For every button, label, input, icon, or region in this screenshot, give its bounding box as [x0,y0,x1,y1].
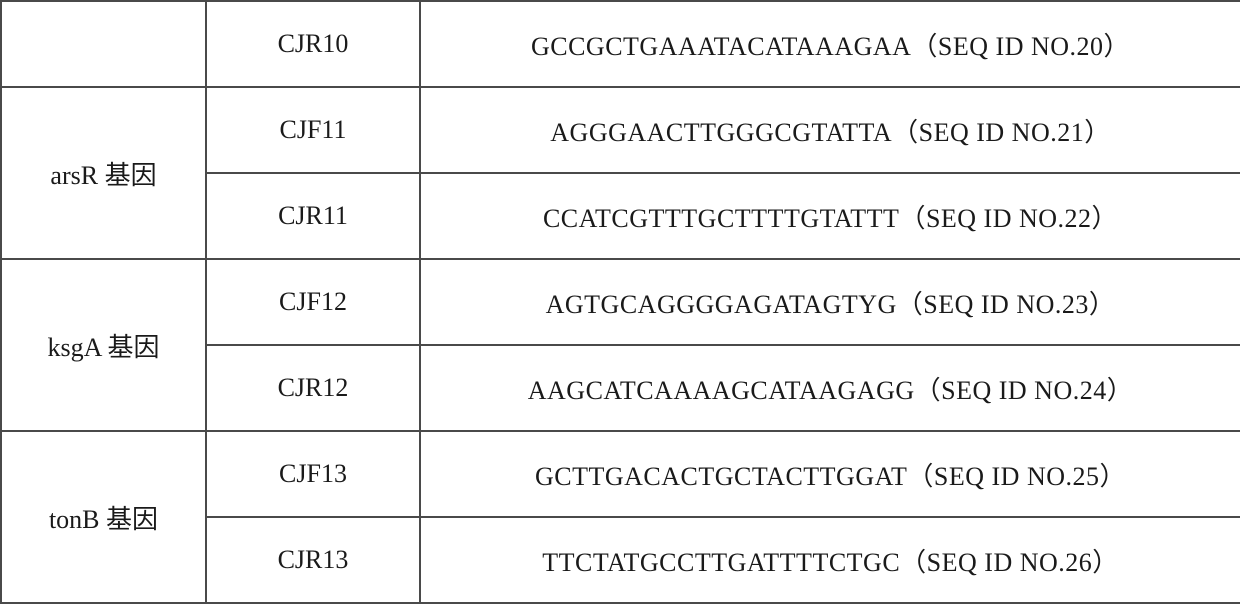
gene-cell: arsR 基因 [1,87,206,259]
sequence-cell: CCATCGTTTGCTTTTGTATTT（SEQ ID NO.22） [420,173,1240,259]
gene-cell: tonB 基因 [1,431,206,603]
table-row: CJR10 GCCGCTGAAATACATAAAGAA（SEQ ID NO.20… [1,1,1240,87]
primer-cell: CJF13 [206,431,420,517]
primer-table: CJR10 GCCGCTGAAATACATAAAGAA（SEQ ID NO.20… [0,0,1240,604]
primer-cell: CJR12 [206,345,420,431]
sequence-cell: AAGCATCAAAAGCATAAGAGG（SEQ ID NO.24） [420,345,1240,431]
gene-cell: ksgA 基因 [1,259,206,431]
primer-table-wrapper: CJR10 GCCGCTGAAATACATAAAGAA（SEQ ID NO.20… [0,0,1240,604]
gene-cell [1,1,206,87]
table-row: ksgA 基因 CJF12 AGTGCAGGGGAGATAGTYG（SEQ ID… [1,259,1240,345]
sequence-cell: AGTGCAGGGGAGATAGTYG（SEQ ID NO.23） [420,259,1240,345]
sequence-cell: TTCTATGCCTTGATTTTCTGC（SEQ ID NO.26） [420,517,1240,603]
sequence-cell: GCTTGACACTGCTACTTGGAT（SEQ ID NO.25） [420,431,1240,517]
table-row: tonB 基因 CJF13 GCTTGACACTGCTACTTGGAT（SEQ … [1,431,1240,517]
table-row: arsR 基因 CJF11 AGGGAACTTGGGCGTATTA（SEQ ID… [1,87,1240,173]
sequence-cell: GCCGCTGAAATACATAAAGAA（SEQ ID NO.20） [420,1,1240,87]
primer-table-body: CJR10 GCCGCTGAAATACATAAAGAA（SEQ ID NO.20… [1,1,1240,603]
sequence-cell: AGGGAACTTGGGCGTATTA（SEQ ID NO.21） [420,87,1240,173]
primer-cell: CJF11 [206,87,420,173]
primer-cell: CJF12 [206,259,420,345]
primer-cell: CJR13 [206,517,420,603]
primer-cell: CJR10 [206,1,420,87]
primer-cell: CJR11 [206,173,420,259]
